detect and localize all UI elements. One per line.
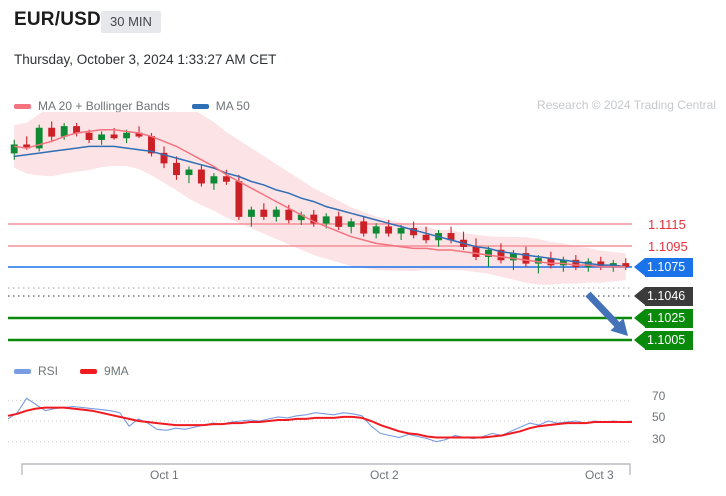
chart-header: EUR/USD 30 MIN (0, 0, 726, 42)
ma20-line (14, 128, 626, 268)
candle-body (397, 228, 405, 234)
price-tag-pivot-1-1075[interactable]: 1.1075 (634, 257, 694, 277)
candle-body (472, 246, 480, 257)
candle-body (410, 228, 418, 236)
legend-swatch-9ma (80, 368, 98, 374)
candle-body (235, 181, 243, 217)
candle-body (422, 234, 430, 241)
candle-body (222, 176, 230, 182)
tag-pointer-icon (634, 258, 645, 276)
candle-body (85, 132, 93, 140)
candle-body (522, 253, 530, 264)
candle-body (260, 209, 268, 217)
arrow-head (610, 318, 628, 336)
symbol-label: EUR/USD (14, 9, 101, 30)
legend-swatch-ma50 (191, 103, 209, 109)
candle-body (210, 176, 218, 184)
legend-item-9ma: 9MA (80, 363, 129, 378)
rsi-axis-label-70: 70 (652, 389, 666, 403)
research-credit: Research © 2024 Trading Central (537, 98, 716, 112)
tag-pointer-icon (634, 331, 645, 349)
bollinger-band-cloud (14, 112, 626, 285)
candle-body (285, 209, 293, 221)
candle-body (360, 221, 368, 234)
timeframe-badge[interactable]: 30 MIN (101, 11, 161, 33)
price-tag-label: 1.1046 (645, 286, 694, 306)
candle-body (322, 216, 330, 224)
candle-body (35, 127, 43, 149)
x-axis-label-oct-3: Oct 3 (585, 468, 614, 482)
price-tag-resistance-1-1095[interactable]: 1.1095 (634, 237, 688, 256)
legend-swatch-rsi (14, 368, 31, 374)
tag-pointer-icon (634, 287, 645, 305)
timestamp-label: Thursday, October 3, 2024 1:33:27 AM CET (14, 52, 277, 67)
forecast-arrow (585, 291, 628, 336)
candle-body (572, 259, 580, 268)
candle-body (272, 209, 280, 217)
legend-item-ma50: MA 50 (191, 98, 250, 114)
price-tag-label: 1.1005 (645, 330, 694, 350)
legend-label-ma50: MA 50 (215, 99, 250, 114)
ma50-line (14, 145, 626, 268)
candle-body (347, 221, 355, 227)
rsi-legend: RSI 9MA (14, 363, 151, 378)
tag-pointer-icon (634, 309, 645, 327)
candle-body (185, 169, 193, 176)
candle-body (160, 152, 168, 164)
main-chart-legend: MA 20 + Bollinger Bands MA 50 (14, 98, 272, 113)
rsi-series-rsi (7, 397, 633, 443)
price-chart (0, 112, 726, 352)
candle-body (10, 144, 18, 154)
candle-body (372, 226, 380, 234)
candle-body (110, 134, 118, 139)
price-tag-label: 1.1075 (645, 257, 694, 277)
legend-item-rsi: RSI (14, 363, 58, 378)
price-tag-label: 1.1115 (648, 216, 686, 232)
legend-swatch-ma20-bollinger (14, 103, 31, 109)
x-axis: Oct 1 Oct 2 Oct 3 (0, 462, 726, 496)
legend-label-rsi: RSI (38, 364, 59, 379)
price-tag-support-1-1025[interactable]: 1.1025 (634, 308, 694, 328)
candle-body (385, 226, 393, 234)
price-tag-label: 1.1095 (648, 238, 688, 254)
candle-body (173, 162, 180, 176)
legend-label-9ma: 9MA (104, 364, 129, 379)
x-axis-label-oct-1: Oct 1 (150, 468, 179, 482)
price-tag-label: 1.1025 (645, 308, 694, 328)
rsi-axis-label-50: 50 (652, 410, 666, 424)
candle-body (335, 216, 343, 227)
rsi-axis-label-30: 30 (652, 432, 666, 446)
candle-body (98, 134, 106, 140)
legend-label-ma20-bollinger: MA 20 + Bollinger Bands (38, 99, 170, 114)
candle-body (485, 249, 492, 257)
candle-body (123, 132, 131, 139)
price-tag-support-1-1005[interactable]: 1.1005 (634, 330, 694, 350)
price-tag-resistance-1-1115[interactable]: 1.1115 (634, 215, 686, 234)
candle-body (497, 249, 505, 261)
candle-body (60, 126, 68, 137)
arrow-shaft (585, 291, 622, 330)
rsi-chart (0, 386, 726, 448)
candle-body (247, 209, 255, 217)
x-axis-label-oct-2: Oct 2 (370, 468, 399, 482)
legend-item-ma20-bollinger: MA 20 + Bollinger Bands (14, 98, 170, 113)
price-tag-last-price-1-1046[interactable]: 1.1046 (634, 286, 694, 306)
candle-body (48, 127, 56, 137)
rsi-series-9ma (7, 406, 632, 439)
candle-body (197, 169, 205, 184)
